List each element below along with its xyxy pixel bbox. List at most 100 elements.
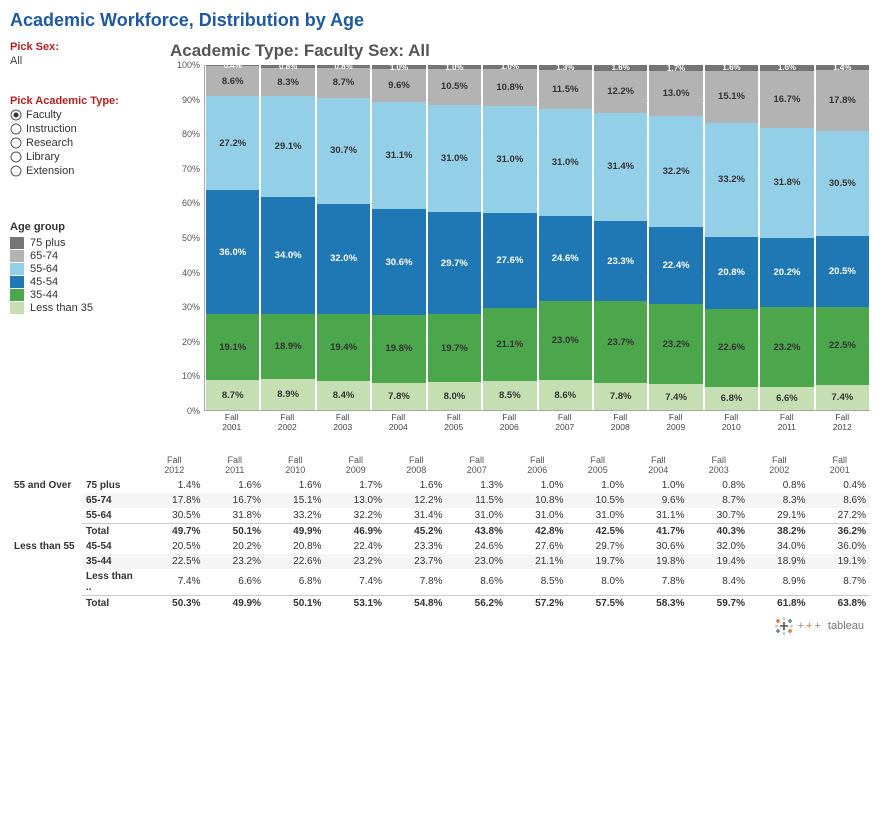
swatch-icon — [10, 302, 24, 314]
bar-segment[interactable]: 7.4% — [816, 385, 869, 411]
legend-item[interactable]: 35-44 — [10, 289, 160, 301]
bar-segment[interactable]: 31.0% — [539, 109, 592, 216]
bar-segment[interactable]: 31.4% — [594, 113, 647, 221]
bar-segment[interactable]: 12.2% — [594, 71, 647, 113]
bar-segment[interactable]: 6.6% — [760, 387, 813, 410]
bar-segment[interactable]: 32.0% — [317, 204, 370, 314]
bar-segment[interactable]: 31.1% — [372, 102, 425, 209]
bar-segment[interactable]: 20.2% — [760, 238, 813, 308]
bar-segment[interactable]: 31.0% — [483, 106, 536, 213]
radio-research[interactable]: Research — [10, 137, 160, 149]
bar-segment[interactable]: 8.6% — [539, 380, 592, 410]
bar-segment[interactable]: 29.7% — [428, 212, 481, 314]
bar-segment[interactable]: 1.4% — [816, 65, 869, 70]
bar-segment[interactable]: 30.7% — [317, 98, 370, 204]
bar-segment[interactable]: 10.8% — [483, 69, 536, 106]
bar-segment[interactable]: 1.6% — [594, 65, 647, 71]
bar-segment[interactable]: 1.0% — [483, 65, 536, 68]
bar-segment[interactable]: 18.9% — [261, 314, 314, 379]
table-row: 35-4422.5%23.2%22.6%23.2%23.7%23.0%21.1%… — [10, 554, 870, 569]
y-tick: 40% — [182, 268, 200, 278]
bar-column: 7.4%22.5%20.5%30.5%17.8%1.4% — [815, 65, 870, 410]
bar-segment[interactable]: 36.0% — [206, 190, 259, 314]
bar-segment[interactable]: 27.6% — [483, 213, 536, 308]
bar-segment[interactable]: 23.7% — [594, 301, 647, 383]
bar-segment[interactable]: 23.2% — [760, 307, 813, 387]
bar-segment[interactable]: 19.4% — [317, 314, 370, 381]
legend-item[interactable]: 75 plus — [10, 237, 160, 249]
bar-segment[interactable]: 8.7% — [317, 68, 370, 98]
bar-segment[interactable]: 9.6% — [372, 69, 425, 102]
bar-segment[interactable]: 22.6% — [705, 309, 758, 387]
bar-segment[interactable]: 23.3% — [594, 221, 647, 301]
bar-segment[interactable]: 31.8% — [760, 128, 813, 238]
bar-segment[interactable]: 10.5% — [428, 69, 481, 105]
legend-title: Age group — [10, 221, 160, 233]
bar-segment[interactable]: 19.7% — [428, 314, 481, 382]
bar-segment[interactable]: 34.0% — [261, 197, 314, 314]
legend-item[interactable]: Less than 35 — [10, 302, 160, 314]
pick-sex-value[interactable]: All — [10, 55, 160, 67]
bar-segment[interactable]: 31.0% — [428, 105, 481, 212]
bar-segment[interactable]: 23.2% — [649, 304, 702, 384]
bar-segment[interactable]: 7.4% — [649, 384, 702, 410]
bar-segment[interactable]: 17.8% — [816, 70, 869, 131]
bar-segment[interactable]: 0.8% — [261, 65, 314, 68]
bar-segment[interactable]: 33.2% — [705, 123, 758, 237]
bar-segment[interactable]: 1.6% — [705, 65, 758, 71]
bar-segment[interactable]: 30.6% — [372, 209, 425, 315]
legend-item[interactable]: 45-54 — [10, 276, 160, 288]
swatch-icon — [10, 237, 24, 249]
bar-segment[interactable]: 8.4% — [317, 381, 370, 410]
bar-segment[interactable]: 21.1% — [483, 308, 536, 381]
bar-segment[interactable]: 13.0% — [649, 71, 702, 116]
bar-segment[interactable]: 1.3% — [539, 65, 592, 69]
bar-segment[interactable]: 29.1% — [261, 96, 314, 196]
radio-instruction[interactable]: Instruction — [10, 123, 160, 135]
bar-segment[interactable]: 8.6% — [206, 66, 259, 96]
bar-segment[interactable]: 16.7% — [760, 71, 813, 129]
bar-segment[interactable]: 19.1% — [206, 314, 259, 380]
bar-segment[interactable]: 22.5% — [816, 307, 869, 385]
bar-segment[interactable]: 7.8% — [372, 383, 425, 410]
tableau-logo[interactable]: +++ tableau — [775, 617, 864, 635]
bar-column: 7.4%23.2%22.4%32.2%13.0%1.7% — [648, 65, 703, 410]
bar-segment[interactable]: 1.7% — [649, 65, 702, 71]
radio-faculty[interactable]: Faculty — [10, 109, 160, 121]
bar-segment[interactable]: 7.8% — [594, 383, 647, 410]
bar-segment[interactable]: 1.0% — [372, 65, 425, 68]
bar-segment[interactable]: 15.1% — [705, 71, 758, 123]
bar-segment[interactable]: 0.8% — [317, 65, 370, 68]
bar-segment[interactable]: 27.2% — [206, 96, 259, 190]
pick-type-label: Pick Academic Type: — [10, 95, 160, 107]
bar-segment[interactable]: 20.8% — [705, 237, 758, 309]
bar-segment[interactable]: 8.9% — [261, 379, 314, 410]
bar-segment[interactable]: 22.4% — [649, 227, 702, 304]
bar-segment[interactable]: 1.6% — [760, 65, 813, 71]
x-label: Fall2001 — [204, 411, 260, 435]
radio-extension[interactable]: Extension — [10, 165, 160, 177]
radio-library[interactable]: Library — [10, 151, 160, 163]
radio-icon — [10, 165, 22, 177]
bar-segment[interactable]: 11.5% — [539, 70, 592, 110]
bar-segment[interactable]: 0.4% — [206, 65, 259, 66]
bar-segment[interactable]: 8.7% — [206, 380, 259, 410]
bar-segment[interactable]: 20.5% — [816, 236, 869, 307]
legend-item[interactable]: 65-74 — [10, 250, 160, 262]
pick-sex-label: Pick Sex: — [10, 41, 160, 53]
brand-text: tableau — [828, 620, 864, 632]
filter-panel: Pick Sex: All Pick Academic Type: Facult… — [10, 41, 160, 435]
swatch-icon — [10, 289, 24, 301]
legend-item[interactable]: 55-64 — [10, 263, 160, 275]
bar-segment[interactable]: 30.5% — [816, 131, 869, 236]
bar-segment[interactable]: 24.6% — [539, 216, 592, 301]
bar-segment[interactable]: 32.2% — [649, 116, 702, 227]
bar-segment[interactable]: 8.5% — [483, 381, 536, 410]
radio-icon — [10, 109, 22, 121]
bar-segment[interactable]: 6.8% — [705, 387, 758, 410]
bar-segment[interactable]: 8.0% — [428, 382, 481, 410]
bar-segment[interactable]: 19.8% — [372, 315, 425, 383]
bar-segment[interactable]: 23.0% — [539, 301, 592, 380]
bar-segment[interactable]: 1.0% — [428, 65, 481, 68]
bar-segment[interactable]: 8.3% — [261, 68, 314, 97]
